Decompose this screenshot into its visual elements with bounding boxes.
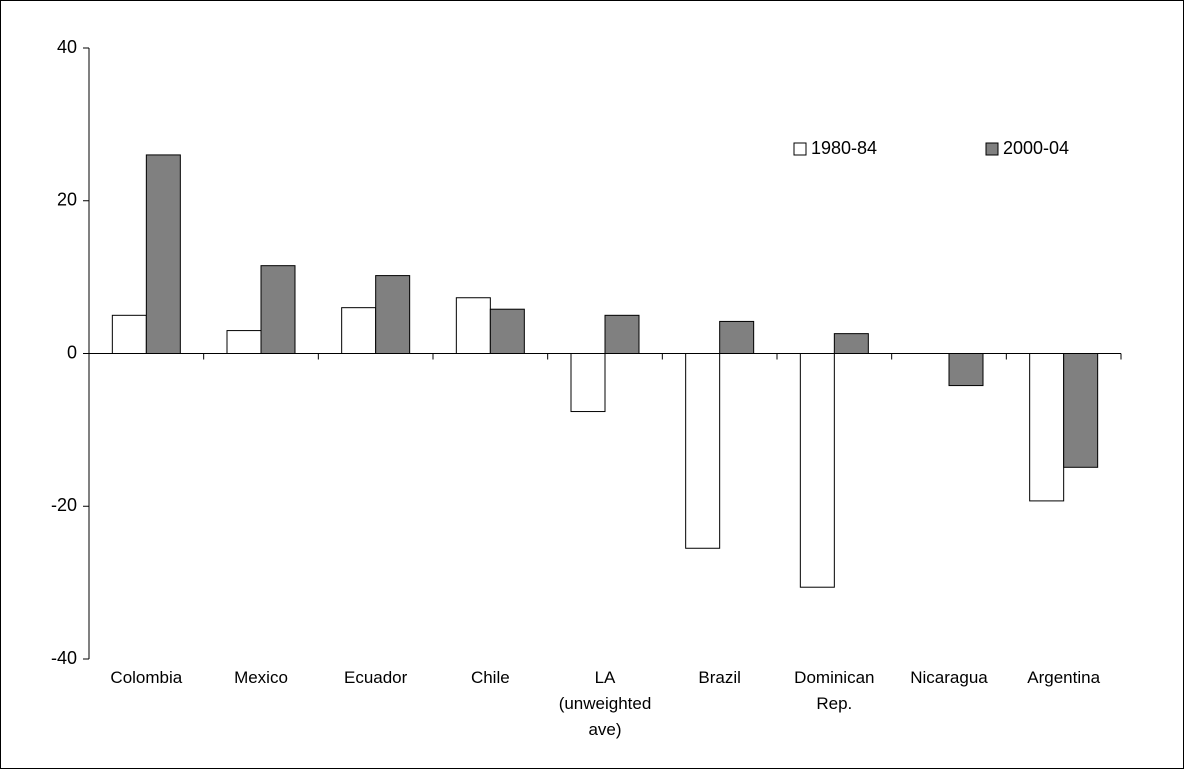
bar	[604, 314, 640, 354]
x-tick-label: Ecuador	[343, 668, 408, 687]
bar	[260, 265, 296, 355]
bar	[111, 314, 147, 354]
bar	[719, 320, 755, 354]
x-tick-label: Argentina	[1027, 668, 1101, 687]
x-tick-label: Brazil	[698, 668, 741, 687]
y-tick-label: 40	[57, 37, 77, 57]
bar	[1029, 353, 1065, 502]
bar	[455, 297, 491, 354]
x-tick-label: Mexico	[234, 668, 288, 687]
bar	[685, 353, 721, 549]
legend-swatch	[793, 142, 807, 156]
bar	[570, 353, 606, 413]
legend-swatch	[985, 142, 999, 156]
x-tick-label: Colombia	[110, 668, 183, 687]
bar	[375, 275, 411, 354]
bar	[489, 308, 525, 355]
bar	[948, 353, 984, 387]
bar	[341, 307, 377, 354]
legend-label: 1980-84	[811, 138, 877, 158]
x-tick-label: Chile	[470, 668, 510, 687]
x-tick-label: Dominican Rep.	[794, 668, 875, 713]
legend-label: 2000-04	[1003, 138, 1069, 158]
y-tick-label: 0	[67, 342, 77, 362]
bar	[833, 333, 869, 354]
bar	[799, 353, 835, 588]
y-tick-label: -20	[51, 495, 77, 515]
bar	[1063, 353, 1099, 468]
bar	[145, 154, 181, 354]
x-tick-label: Nicaragua	[910, 668, 988, 687]
x-tick-label: LA (unweighted ave)	[558, 668, 652, 739]
y-tick-label: 20	[57, 190, 77, 210]
bar	[226, 330, 262, 354]
y-tick-label: -40	[51, 648, 77, 668]
